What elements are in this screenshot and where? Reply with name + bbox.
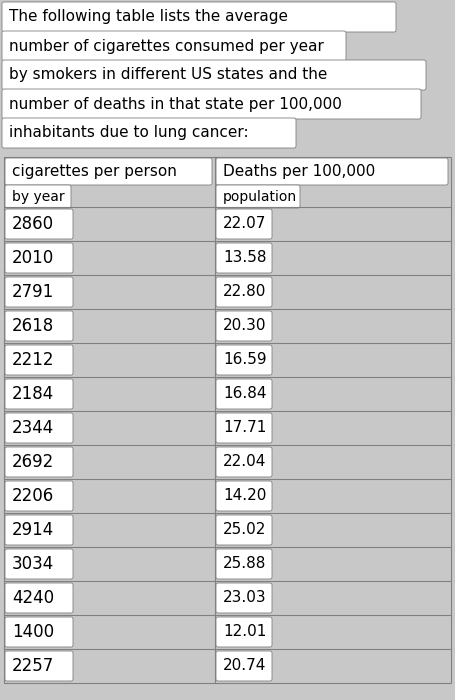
- Text: 16.59: 16.59: [223, 353, 267, 368]
- FancyBboxPatch shape: [216, 447, 272, 477]
- FancyBboxPatch shape: [2, 89, 421, 119]
- FancyBboxPatch shape: [5, 549, 73, 579]
- Text: Deaths per 100,000: Deaths per 100,000: [223, 164, 375, 179]
- Text: inhabitants due to lung cancer:: inhabitants due to lung cancer:: [9, 125, 248, 141]
- Text: 22.80: 22.80: [223, 284, 266, 300]
- Text: number of cigarettes consumed per year: number of cigarettes consumed per year: [9, 38, 324, 53]
- Text: 2914: 2914: [12, 521, 54, 539]
- Text: number of deaths in that state per 100,000: number of deaths in that state per 100,0…: [9, 97, 342, 111]
- Text: 2791: 2791: [12, 283, 54, 301]
- FancyBboxPatch shape: [5, 158, 212, 185]
- FancyBboxPatch shape: [216, 549, 272, 579]
- FancyBboxPatch shape: [5, 481, 73, 511]
- FancyBboxPatch shape: [216, 379, 272, 409]
- Text: 2860: 2860: [12, 215, 54, 233]
- Bar: [4, 157, 451, 683]
- FancyBboxPatch shape: [216, 311, 272, 341]
- FancyBboxPatch shape: [5, 243, 73, 273]
- Text: by year: by year: [12, 190, 65, 204]
- Text: 22.07: 22.07: [223, 216, 266, 232]
- FancyBboxPatch shape: [216, 515, 272, 545]
- FancyBboxPatch shape: [5, 413, 73, 443]
- Text: 16.84: 16.84: [223, 386, 267, 402]
- FancyBboxPatch shape: [5, 185, 71, 208]
- Text: by smokers in different US states and the: by smokers in different US states and th…: [9, 67, 328, 83]
- Text: population: population: [223, 190, 297, 204]
- Text: 2212: 2212: [12, 351, 55, 369]
- Text: 14.20: 14.20: [223, 489, 266, 503]
- FancyBboxPatch shape: [5, 379, 73, 409]
- Text: 17.71: 17.71: [223, 421, 266, 435]
- Text: 2618: 2618: [12, 317, 54, 335]
- Text: 2344: 2344: [12, 419, 54, 437]
- Text: 3034: 3034: [12, 555, 54, 573]
- FancyBboxPatch shape: [216, 651, 272, 681]
- Text: 4240: 4240: [12, 589, 54, 607]
- Text: 22.04: 22.04: [223, 454, 266, 470]
- FancyBboxPatch shape: [216, 481, 272, 511]
- FancyBboxPatch shape: [216, 243, 272, 273]
- FancyBboxPatch shape: [5, 311, 73, 341]
- Text: 25.88: 25.88: [223, 556, 266, 571]
- FancyBboxPatch shape: [2, 60, 426, 90]
- FancyBboxPatch shape: [216, 583, 272, 613]
- FancyBboxPatch shape: [2, 118, 296, 148]
- Text: The following table lists the average: The following table lists the average: [9, 10, 288, 25]
- FancyBboxPatch shape: [2, 31, 346, 61]
- FancyBboxPatch shape: [216, 209, 272, 239]
- FancyBboxPatch shape: [5, 583, 73, 613]
- Text: cigarettes per person: cigarettes per person: [12, 164, 177, 179]
- Text: 12.01: 12.01: [223, 624, 266, 640]
- FancyBboxPatch shape: [216, 185, 300, 208]
- FancyBboxPatch shape: [216, 413, 272, 443]
- Text: 20.30: 20.30: [223, 318, 267, 333]
- FancyBboxPatch shape: [5, 209, 73, 239]
- FancyBboxPatch shape: [216, 345, 272, 375]
- Text: 23.03: 23.03: [223, 591, 267, 606]
- Text: 2184: 2184: [12, 385, 54, 403]
- Text: 13.58: 13.58: [223, 251, 267, 265]
- Text: 2692: 2692: [12, 453, 54, 471]
- Text: 25.02: 25.02: [223, 522, 266, 538]
- FancyBboxPatch shape: [216, 158, 448, 185]
- Text: 1400: 1400: [12, 623, 54, 641]
- FancyBboxPatch shape: [216, 277, 272, 307]
- Text: 2206: 2206: [12, 487, 54, 505]
- FancyBboxPatch shape: [5, 515, 73, 545]
- FancyBboxPatch shape: [5, 447, 73, 477]
- Text: 2257: 2257: [12, 657, 54, 675]
- FancyBboxPatch shape: [5, 617, 73, 647]
- FancyBboxPatch shape: [2, 2, 396, 32]
- Text: 20.74: 20.74: [223, 659, 266, 673]
- FancyBboxPatch shape: [5, 345, 73, 375]
- FancyBboxPatch shape: [5, 651, 73, 681]
- FancyBboxPatch shape: [5, 277, 73, 307]
- FancyBboxPatch shape: [216, 617, 272, 647]
- Text: 2010: 2010: [12, 249, 54, 267]
